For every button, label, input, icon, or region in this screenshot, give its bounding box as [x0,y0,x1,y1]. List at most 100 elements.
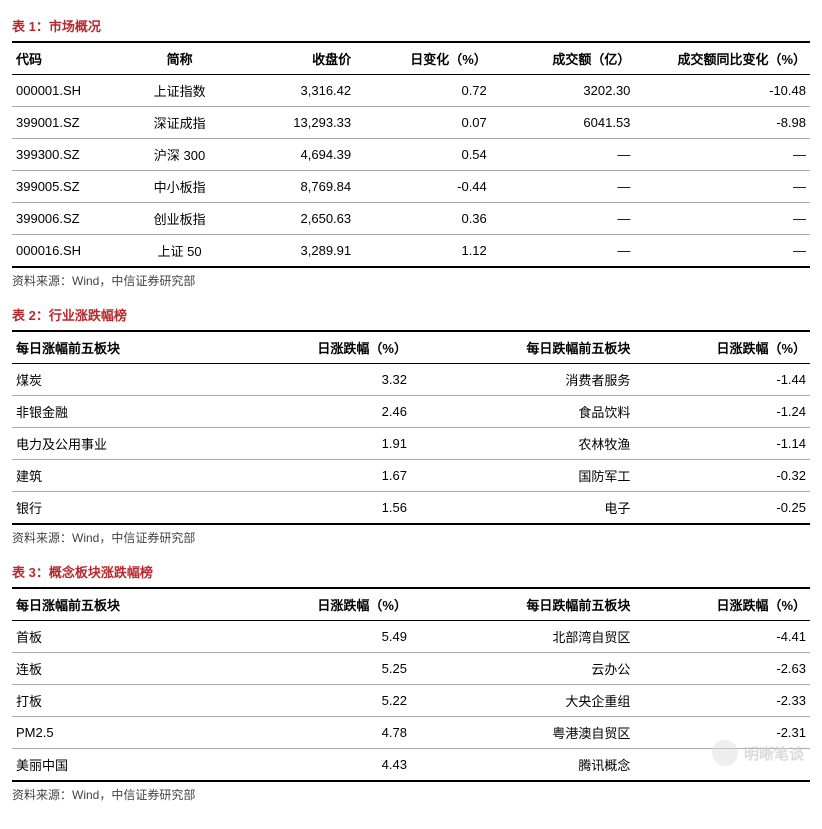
table2-header-cell: 每日涨幅前五板块 [12,331,235,364]
table2-cell: -1.24 [634,396,810,428]
watermark: 明晰笔谈 [712,740,804,766]
table3-header-cell: 每日涨幅前五板块 [12,588,235,621]
table1-source: 资料来源：Wind，中信证券研究部 [12,272,810,289]
table3-source: 资料来源：Wind，中信证券研究部 [12,786,810,803]
table1-header-cell: 简称 [124,42,236,75]
table1-cell: 0.36 [355,203,491,235]
table-row: 打板5.22大央企重组-2.33 [12,685,810,717]
table2-cell: 食品饮料 [411,396,634,428]
table3-header-row: 每日涨幅前五板块日涨跌幅（%）每日跌幅前五板块日涨跌幅（%） [12,588,810,621]
table2-cell: -0.25 [634,492,810,525]
table3-cell: 腾讯概念 [411,749,634,782]
table2-cell: 非银金融 [12,396,235,428]
table2-cell: 1.67 [235,460,411,492]
table1-cell: -0.44 [355,171,491,203]
table3-cell: PM2.5 [12,717,235,749]
table1-cell: 沪深 300 [124,139,236,171]
table1-cell: 000001.SH [12,75,124,107]
table2-cell: 消费者服务 [411,364,634,396]
table1-cell: 399006.SZ [12,203,124,235]
table3-header-cell: 每日跌幅前五板块 [411,588,634,621]
table-row: 美丽中国4.43腾讯概念 [12,749,810,782]
table2-header-cell: 每日跌幅前五板块 [411,331,634,364]
table1-cell: 2,650.63 [235,203,355,235]
table2-header-cell: 日涨跌幅（%） [235,331,411,364]
table3-cell: 云办公 [411,653,634,685]
table3-header-cell: 日涨跌幅（%） [634,588,810,621]
watermark-text: 明晰笔谈 [744,743,804,764]
table1-cell: -10.48 [634,75,810,107]
table1-cell: 3,289.91 [235,235,355,268]
table2-body: 煤炭3.32消费者服务-1.44非银金融2.46食品饮料-1.24电力及公用事业… [12,364,810,525]
table1-cell: 000016.SH [12,235,124,268]
table3-cell: -2.63 [634,653,810,685]
table1-body: 000001.SH上证指数3,316.420.723202.30-10.4839… [12,75,810,268]
table-row: 电力及公用事业1.91农林牧渔-1.14 [12,428,810,460]
table2-cell: -1.44 [634,364,810,396]
table2-header-cell: 日涨跌幅（%） [634,331,810,364]
table-row: 连板5.25云办公-2.63 [12,653,810,685]
table1-cell: 上证指数 [124,75,236,107]
table2-cell: 农林牧渔 [411,428,634,460]
table2-cell: 煤炭 [12,364,235,396]
table3-cell: -2.33 [634,685,810,717]
table1-cell: — [634,171,810,203]
table2-cell: 1.56 [235,492,411,525]
table-row: 煤炭3.32消费者服务-1.44 [12,364,810,396]
table3-cell: 5.22 [235,685,411,717]
table3-cell: 连板 [12,653,235,685]
table1: 代码简称收盘价日变化（%）成交额（亿）成交额同比变化（%） 000001.SH上… [12,41,810,268]
table3-cell: 4.78 [235,717,411,749]
table1-cell: 399005.SZ [12,171,124,203]
table2-title: 表 2：行业涨跌幅榜 [12,305,810,324]
table1-cell: 上证 50 [124,235,236,268]
table3-body: 首板5.49北部湾自贸区-4.41连板5.25云办公-2.63打板5.22大央企… [12,621,810,782]
table2-cell: 2.46 [235,396,411,428]
table2-cell: 银行 [12,492,235,525]
table-row: 银行1.56电子-0.25 [12,492,810,525]
table1-cell: — [491,139,635,171]
table-row: 000001.SH上证指数3,316.420.723202.30-10.48 [12,75,810,107]
table2-cell: -1.14 [634,428,810,460]
table3-cell: -4.41 [634,621,810,653]
table3-cell: 打板 [12,685,235,717]
table1-header-row: 代码简称收盘价日变化（%）成交额（亿）成交额同比变化（%） [12,42,810,75]
table2-cell: 国防军工 [411,460,634,492]
table1-cell: — [491,171,635,203]
table1-cell: 中小板指 [124,171,236,203]
table3-header-cell: 日涨跌幅（%） [235,588,411,621]
table3-cell: 大央企重组 [411,685,634,717]
table1-cell: — [634,139,810,171]
table1-cell: 3202.30 [491,75,635,107]
table3-cell: 首板 [12,621,235,653]
table1-cell: 13,293.33 [235,107,355,139]
table-row: 399300.SZ沪深 3004,694.390.54—— [12,139,810,171]
table1-header-cell: 收盘价 [235,42,355,75]
table3-cell: 北部湾自贸区 [411,621,634,653]
table-row: 000016.SH上证 503,289.911.12—— [12,235,810,268]
table1-cell: 4,694.39 [235,139,355,171]
table-row: 399006.SZ创业板指2,650.630.36—— [12,203,810,235]
table3-cell: 美丽中国 [12,749,235,782]
table1-cell: 深证成指 [124,107,236,139]
table1-cell: 399300.SZ [12,139,124,171]
table3: 每日涨幅前五板块日涨跌幅（%）每日跌幅前五板块日涨跌幅（%） 首板5.49北部湾… [12,587,810,782]
table2: 每日涨幅前五板块日涨跌幅（%）每日跌幅前五板块日涨跌幅（%） 煤炭3.32消费者… [12,330,810,525]
table1-cell: 创业板指 [124,203,236,235]
table1-cell: — [491,203,635,235]
table1-cell: 399001.SZ [12,107,124,139]
table-row: 非银金融2.46食品饮料-1.24 [12,396,810,428]
table3-cell: 5.49 [235,621,411,653]
table1-header-cell: 代码 [12,42,124,75]
table1-title: 表 1：市场概况 [12,16,810,35]
table1-cell: 0.72 [355,75,491,107]
table3-cell: 4.43 [235,749,411,782]
table3-cell: 5.25 [235,653,411,685]
table1-cell: 0.54 [355,139,491,171]
table1-header-cell: 成交额（亿） [491,42,635,75]
table-row: 399001.SZ深证成指13,293.330.076041.53-8.98 [12,107,810,139]
table1-cell: 3,316.42 [235,75,355,107]
table1-cell: — [491,235,635,268]
table-row: 首板5.49北部湾自贸区-4.41 [12,621,810,653]
table-row: 399005.SZ中小板指8,769.84-0.44—— [12,171,810,203]
